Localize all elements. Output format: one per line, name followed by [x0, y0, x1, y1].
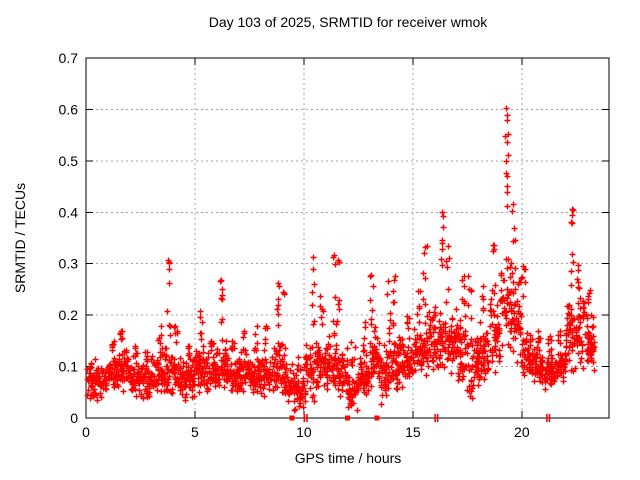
y-tick-label: 0.5 — [59, 153, 79, 169]
y-tick-label: 0.7 — [59, 50, 79, 66]
y-tick-label: 0.6 — [59, 101, 79, 117]
x-tick-label: 15 — [405, 424, 421, 440]
zero-value-square-marker — [289, 415, 295, 421]
x-tick-label: 5 — [191, 424, 199, 440]
y-tick-label: 0.4 — [59, 204, 79, 220]
y-tick-label: 0.2 — [59, 307, 79, 323]
x-tick-label: 0 — [82, 424, 90, 440]
data-points — [84, 105, 598, 414]
y-tick-label: 0.1 — [59, 359, 79, 375]
x-tick-label: 20 — [514, 424, 530, 440]
y-tick-label: 0.3 — [59, 256, 79, 272]
y-tick-label: 0 — [70, 410, 78, 426]
zero-value-square-marker — [345, 415, 350, 421]
chart-title: Day 103 of 2025, SRMTID for receiver wmo… — [208, 14, 488, 30]
x-axis-title: GPS time / hours — [294, 450, 402, 466]
x-tick-label: 10 — [296, 424, 312, 440]
zero-value-square-marker — [374, 415, 380, 421]
y-axis-title: SRMTID / TECUs — [12, 182, 28, 294]
